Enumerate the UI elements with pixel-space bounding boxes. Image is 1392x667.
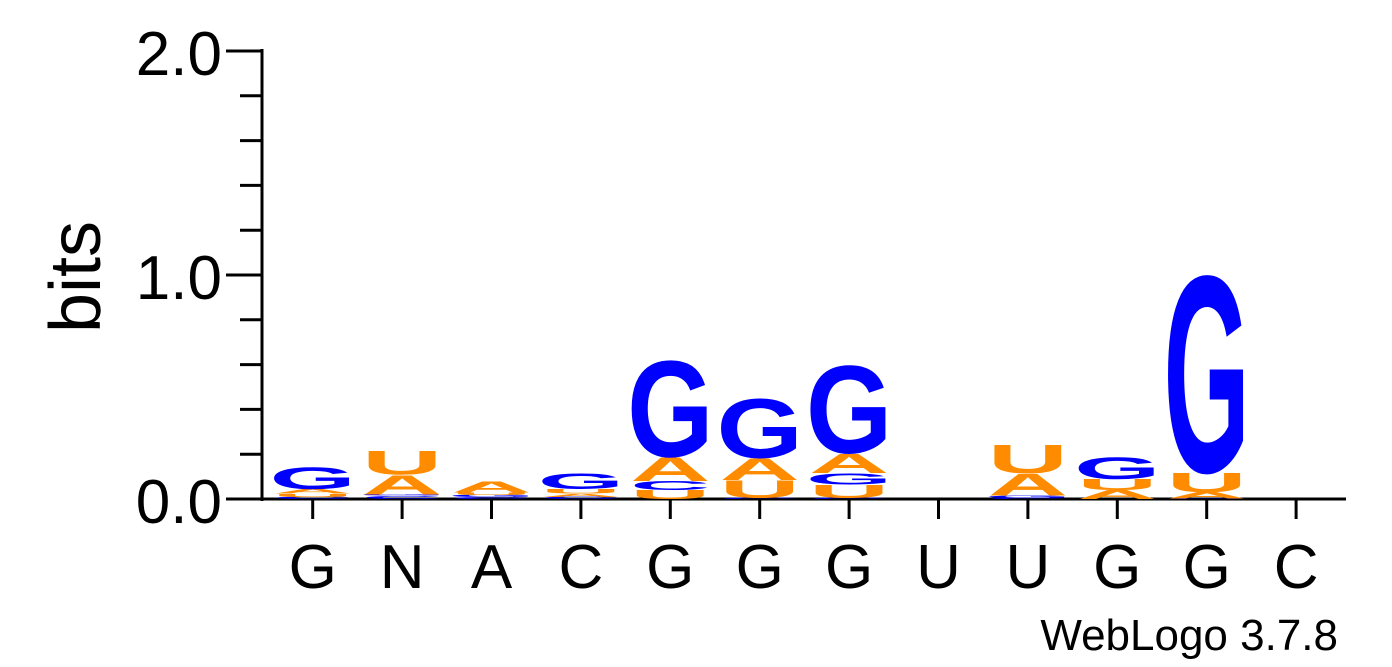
logo-letter-a: A — [720, 452, 800, 487]
logo-letter-u: U — [362, 444, 442, 482]
logo-letter-c: C — [809, 498, 889, 500]
logo-letter-a: A — [451, 478, 531, 496]
logo-letter-g: G — [806, 341, 892, 481]
logo-letter-u: U — [988, 436, 1068, 482]
logo-letter-g: G — [806, 470, 892, 488]
logo-letter-g: G — [716, 381, 802, 475]
position-label: C — [559, 533, 604, 602]
logo-letter-a: A — [809, 448, 889, 479]
position-label: G — [825, 533, 873, 602]
logo-letter-g: G — [538, 469, 624, 493]
logo-letter-g: G — [448, 494, 534, 498]
logo-letter-u: U — [720, 476, 800, 504]
position-label: G — [1093, 533, 1141, 602]
position-label: G — [736, 533, 784, 602]
logo-letter-c: C — [1167, 498, 1247, 499]
logo-letter-c: C — [988, 498, 1068, 500]
logo-letter-g: G — [1074, 451, 1160, 486]
logo-letter-a: A — [988, 468, 1068, 503]
logo-letter-g: G — [985, 495, 1071, 499]
position-label: G — [1183, 533, 1231, 602]
position-label: U — [916, 533, 961, 602]
position-label: C — [1274, 533, 1319, 602]
position-label: U — [1006, 533, 1051, 602]
position-label: N — [380, 533, 425, 602]
logo-letter-a: A — [541, 493, 621, 498]
y-tick-label: 0.0 — [136, 468, 222, 537]
weblogo-version-label: WebLogo 3.7.8 — [1040, 611, 1338, 660]
logo-letter-c: C — [273, 496, 353, 500]
logo-letter-u: U — [1167, 467, 1247, 498]
logo-letter-a: A — [362, 470, 442, 501]
position-label: A — [471, 533, 513, 602]
logo-letter-c: C — [541, 496, 621, 500]
logo-letter-a: A — [1077, 488, 1157, 502]
y-tick-label: 2.0 — [136, 20, 222, 89]
logo-letter-u: U — [541, 488, 621, 495]
y-tick-label: 1.0 — [136, 244, 222, 313]
logo-letter-u: U — [1077, 476, 1157, 494]
logo-letter-a: A — [630, 451, 710, 489]
logo-letter-g: G — [1163, 218, 1249, 532]
position-label: G — [289, 533, 337, 602]
logo-letter-c: C — [630, 479, 710, 493]
logo-letter-u: U — [273, 493, 353, 498]
logo-letter-a: A — [273, 488, 353, 495]
logo-letter-u: U — [809, 481, 889, 502]
logo-letter-c: C — [451, 497, 531, 500]
logo-letter-c: C — [362, 495, 442, 500]
y-axis-label: bits — [36, 221, 116, 333]
logo-letter-g: G — [359, 494, 445, 496]
position-label: G — [646, 533, 694, 602]
axes: 0.0 1.0 2.0 — [136, 20, 1346, 537]
logo-letter-u: U — [630, 488, 710, 502]
logo-letter-g: G — [269, 461, 355, 496]
logo-letter-a: A — [1167, 490, 1247, 500]
logo-letter-u: U — [451, 492, 531, 496]
logo-letter-c: C — [720, 498, 800, 500]
logo-letter-g: G — [627, 332, 713, 486]
